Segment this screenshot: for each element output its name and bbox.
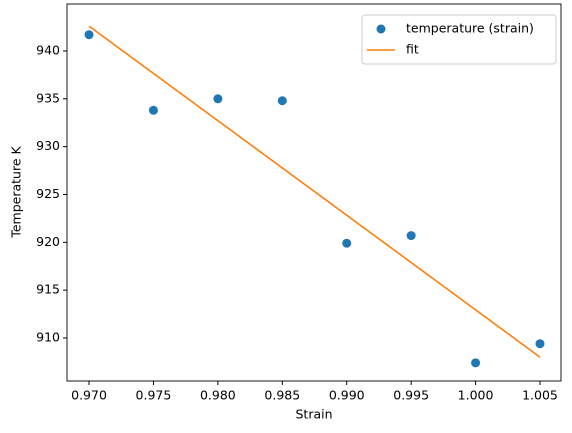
y-tick-label: 910: [36, 329, 60, 344]
x-tick-label: 0.980: [200, 388, 236, 403]
scatter-point: [213, 94, 223, 104]
y-tick-label: 920: [36, 234, 60, 249]
fit-line: [88, 25, 541, 358]
x-tick-label: 0.975: [136, 388, 172, 403]
scatter-point: [406, 231, 416, 241]
y-tick-label: 915: [36, 282, 60, 297]
x-tick-label: 0.970: [71, 388, 107, 403]
x-tick-label: 0.990: [329, 388, 365, 403]
y-tick-label: 935: [36, 90, 60, 105]
legend-marker: [376, 24, 386, 34]
y-axis-label: Temperature K: [9, 146, 24, 239]
legend-box: [361, 14, 557, 65]
scatter-point: [535, 339, 545, 349]
legend-label: temperature (strain): [406, 21, 534, 36]
scatter-point: [84, 30, 94, 40]
y-tick-label: 940: [36, 42, 60, 57]
scatter-point: [471, 358, 481, 368]
scatter-point: [342, 238, 352, 248]
scatter-point: [277, 96, 287, 106]
legend-label: fit: [406, 42, 419, 57]
x-tick-label: 1.005: [522, 388, 558, 403]
scatter-point: [148, 105, 158, 115]
x-axis-label: Strain: [295, 407, 332, 422]
x-tick-label: 0.985: [264, 388, 300, 403]
y-tick-label: 930: [36, 138, 60, 153]
y-tick-label: 925: [36, 186, 60, 201]
axes-frame: [66, 3, 562, 382]
x-tick-label: 0.995: [393, 388, 429, 403]
x-tick-label: 1.000: [458, 388, 494, 403]
